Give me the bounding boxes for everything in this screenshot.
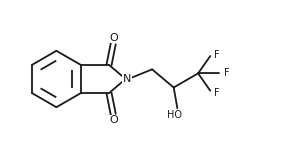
Text: F: F bbox=[215, 88, 220, 98]
Text: F: F bbox=[215, 50, 220, 60]
Text: O: O bbox=[109, 115, 118, 125]
Text: N: N bbox=[123, 74, 131, 84]
Text: O: O bbox=[109, 33, 118, 43]
Text: F: F bbox=[224, 68, 230, 78]
Text: HO: HO bbox=[167, 109, 182, 119]
